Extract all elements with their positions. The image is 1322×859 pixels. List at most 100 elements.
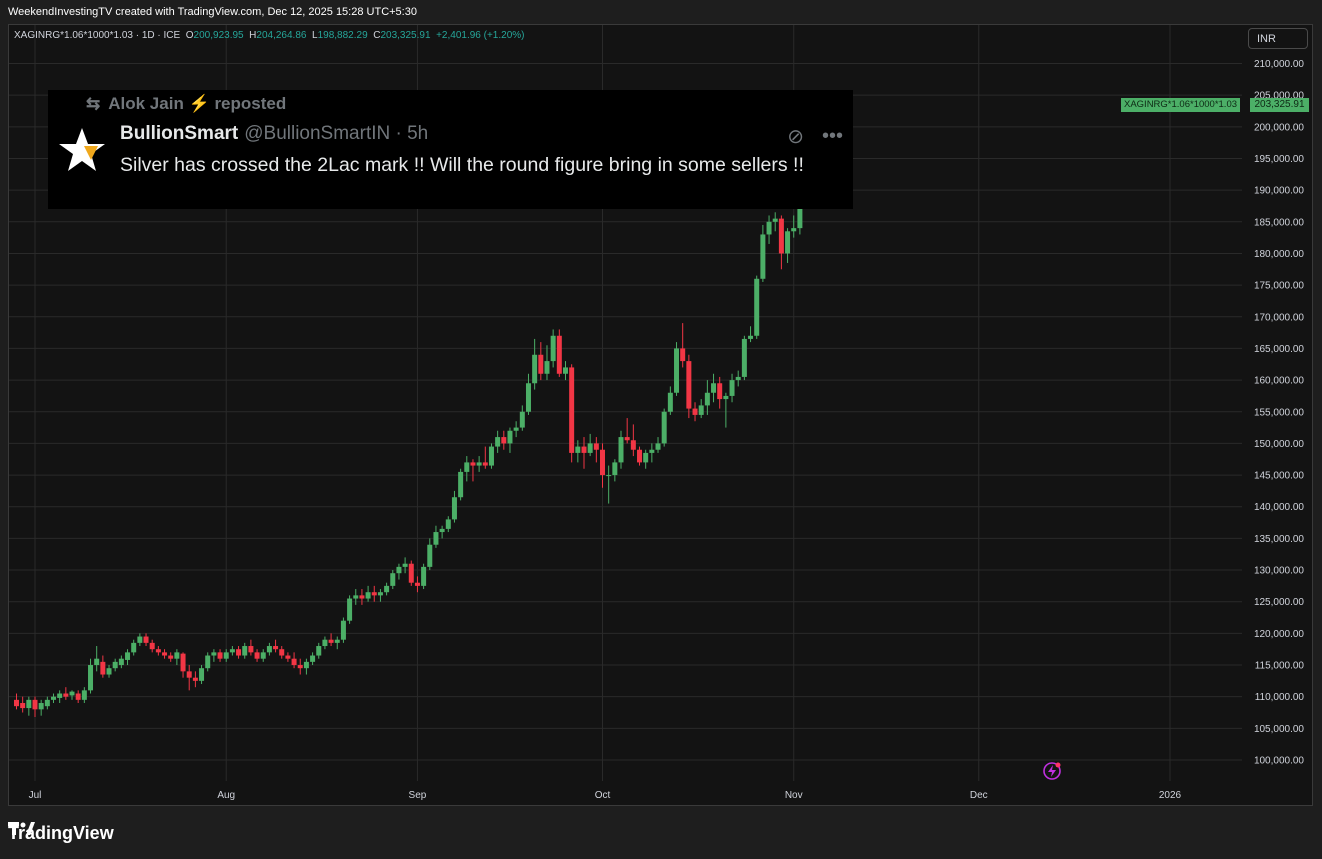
candle[interactable] [88,658,94,694]
tweet-author-name[interactable]: BullionSmart [120,123,239,144]
candle[interactable] [532,338,538,390]
candle[interactable] [279,646,285,659]
candle[interactable] [359,589,365,605]
candle[interactable] [600,443,605,488]
candle[interactable] [525,373,531,415]
candle[interactable] [310,652,316,666]
candle[interactable] [630,424,636,457]
candle[interactable] [464,456,470,482]
candle[interactable] [587,433,593,457]
candle[interactable] [674,342,680,396]
candle[interactable] [266,642,272,656]
more-icon[interactable]: ••• [821,125,843,147]
candle[interactable] [482,446,488,469]
candle[interactable] [686,354,692,419]
candle[interactable] [778,215,784,270]
candle[interactable] [649,443,655,463]
candle[interactable] [556,329,562,377]
currency-selector[interactable]: INR [1248,28,1308,49]
candle[interactable] [618,430,624,469]
candle[interactable] [414,576,420,593]
candle[interactable] [692,402,698,422]
candle[interactable] [427,538,433,571]
candle[interactable] [186,665,192,691]
candle[interactable] [384,582,390,596]
candle[interactable] [377,589,383,602]
candle[interactable] [698,399,704,419]
candle[interactable] [791,215,797,238]
candle[interactable] [562,361,568,381]
candle[interactable] [550,329,556,368]
candle[interactable] [513,421,519,438]
candle[interactable] [38,699,44,716]
candle[interactable] [624,418,630,444]
candle[interactable] [242,642,248,659]
candle[interactable] [100,655,106,678]
candle[interactable] [32,696,38,717]
candle[interactable] [667,386,673,415]
candle[interactable] [291,652,297,669]
candle[interactable] [433,525,439,548]
candle[interactable] [785,228,791,263]
candle[interactable] [131,639,137,656]
candle[interactable] [149,639,155,653]
candle[interactable] [229,646,235,656]
candle[interactable] [211,649,217,662]
candle[interactable] [741,335,747,381]
candle[interactable] [106,665,112,678]
candle[interactable] [439,525,445,539]
candle[interactable] [544,345,550,381]
candle[interactable] [20,696,26,713]
candle[interactable] [180,652,186,678]
candle[interactable] [94,646,100,672]
candle[interactable] [353,589,359,605]
candle[interactable] [723,392,729,428]
candle[interactable] [458,468,464,501]
candle[interactable] [63,687,69,700]
candle[interactable] [168,652,174,662]
candle[interactable] [519,405,525,431]
candle[interactable] [470,459,476,482]
candle[interactable] [303,658,309,675]
candle[interactable] [569,364,575,463]
candle[interactable] [297,658,303,675]
candle[interactable] [766,215,772,244]
candle[interactable] [606,465,612,504]
candle[interactable] [285,652,291,662]
candle[interactable] [711,373,717,403]
candle[interactable] [717,376,723,409]
candle[interactable] [112,658,118,672]
candle[interactable] [174,649,180,666]
candle[interactable] [334,636,340,650]
candle[interactable] [81,687,87,704]
candle[interactable] [748,326,754,343]
candle[interactable] [581,437,587,469]
candle[interactable] [612,459,618,482]
candle[interactable] [661,408,667,447]
candle[interactable] [501,430,507,450]
candle[interactable] [402,557,408,574]
candle[interactable] [593,437,599,463]
candle[interactable] [637,446,643,466]
candle[interactable] [495,430,501,453]
candle[interactable] [445,516,451,533]
candle[interactable] [538,342,544,381]
candle[interactable] [322,636,328,650]
candle[interactable] [754,275,760,339]
candle[interactable] [254,649,260,662]
candle[interactable] [371,585,377,602]
grok-icon[interactable]: ⊘ [787,126,804,148]
candle[interactable] [772,212,778,232]
candle[interactable] [396,563,402,580]
candle[interactable] [236,646,242,659]
candle[interactable] [760,224,766,282]
candle[interactable] [421,563,427,590]
candle[interactable] [162,649,168,659]
candle[interactable] [643,449,649,469]
candle[interactable] [390,570,396,590]
candle[interactable] [328,633,334,647]
candle[interactable] [476,456,482,472]
candle[interactable] [205,652,211,672]
candle[interactable] [316,642,322,659]
candle[interactable] [192,671,198,688]
